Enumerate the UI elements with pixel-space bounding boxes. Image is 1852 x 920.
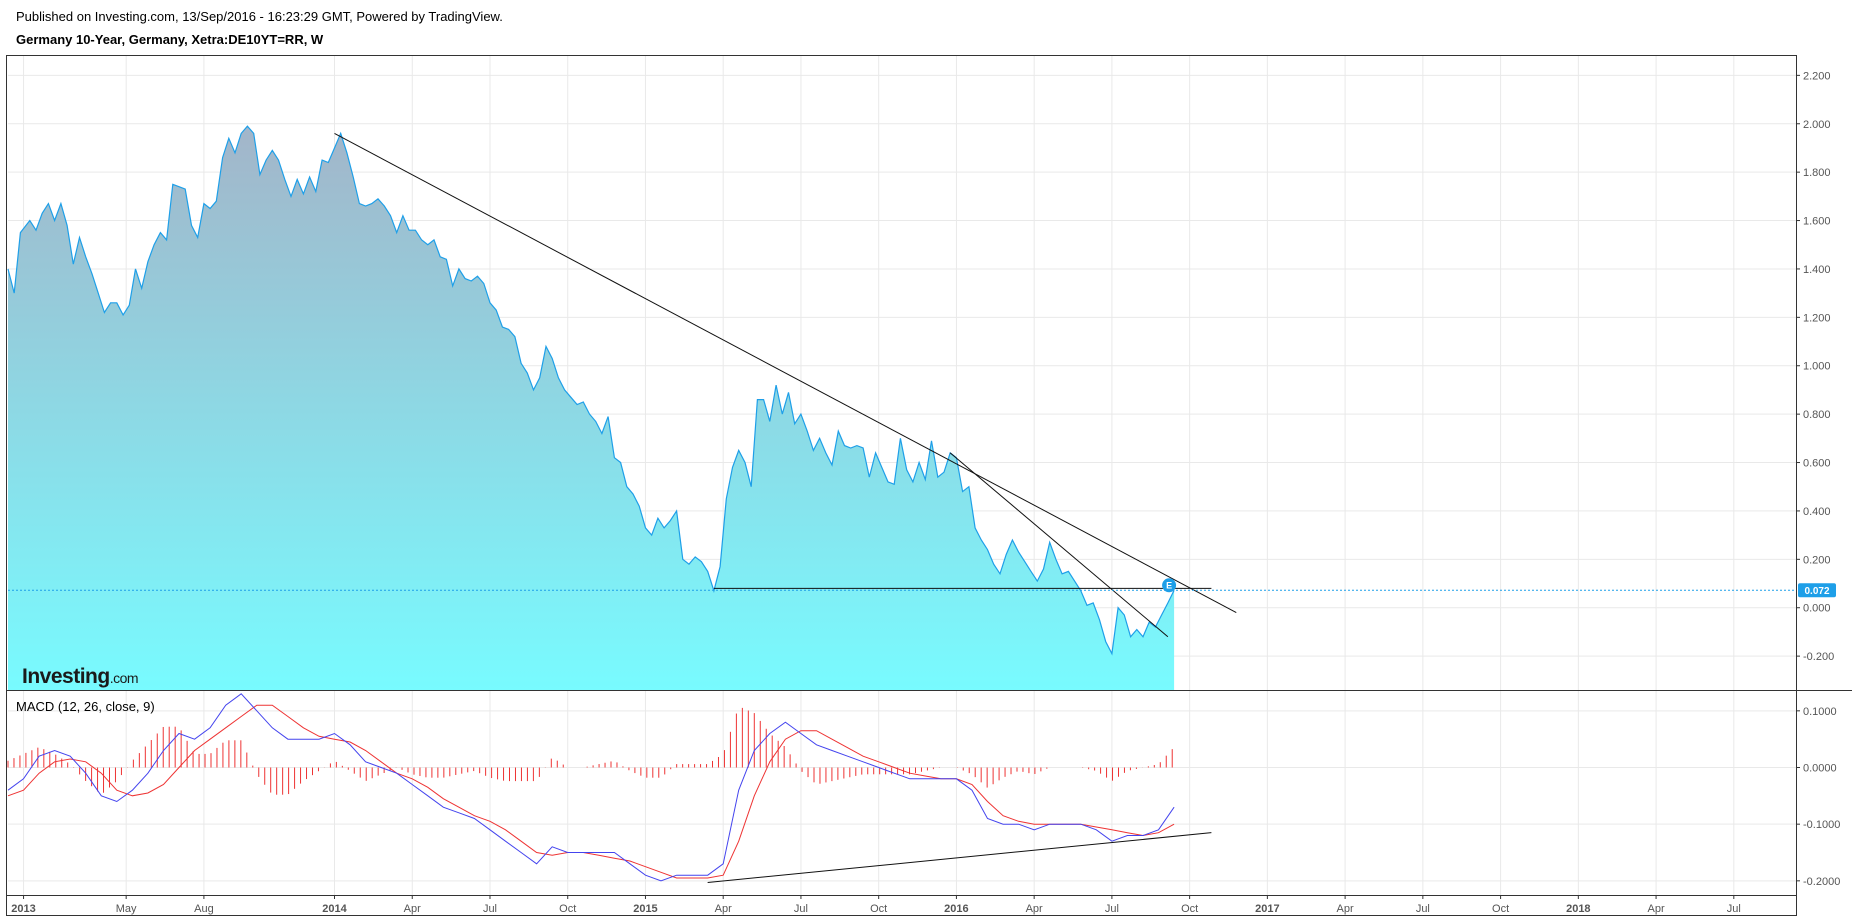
- macd-line: [7, 693, 1175, 882]
- price-trendline[interactable]: [334, 132, 1237, 614]
- price-y-tick: 2.000: [1803, 119, 1831, 131]
- price-y-tick: 0.400: [1803, 506, 1831, 518]
- macd-y-tick: -0.1000: [1803, 819, 1840, 831]
- x-tick: Apr: [404, 903, 421, 915]
- price-y-tick: 0.200: [1803, 554, 1831, 566]
- price-y-tick: 1.000: [1803, 361, 1831, 373]
- x-tick: Oct: [1181, 903, 1198, 915]
- last-price-badge: 0.072: [1798, 583, 1836, 598]
- macd-y-tick: -0.2000: [1803, 876, 1840, 888]
- x-tick: 2017: [1255, 903, 1279, 915]
- macd-grid: [8, 691, 1796, 895]
- price-y-tick: 2.200: [1803, 70, 1831, 82]
- earnings-marker[interactable]: E: [1162, 578, 1177, 593]
- logo-main: Investing: [22, 665, 110, 688]
- macd-trendline-line[interactable]: [707, 832, 1212, 884]
- time-axis[interactable]: 2013 May Aug 2014 Apr Jul Oct 2015 Apr Jul Oct 2016…: [11, 895, 1741, 915]
- x-tick: 2015: [633, 903, 657, 915]
- price-y-tick: 1.800: [1803, 167, 1831, 179]
- svg-text:Investing.com: Investing.com: [22, 665, 138, 688]
- x-tick: Apr: [1337, 903, 1354, 915]
- x-tick: Jul: [1416, 903, 1430, 915]
- publish-info: Published on Investing.com, 13/Sep/2016 …: [16, 9, 503, 24]
- price-y-tick: 1.600: [1803, 216, 1831, 228]
- x-tick: Jul: [1727, 903, 1741, 915]
- investing-logo: Investing.com: [22, 665, 139, 688]
- price-y-tick: 1.200: [1803, 312, 1831, 324]
- signal-line: [7, 704, 1175, 879]
- price-y-tick: -0.200: [1803, 651, 1834, 663]
- x-tick: Oct: [559, 903, 576, 915]
- macd-trendline[interactable]: [707, 832, 1212, 884]
- price-y-axis[interactable]: 2.200 2.000 1.800 1.600 1.400 1.200 1.000 0.800…: [1796, 70, 1834, 663]
- x-tick: Oct: [1492, 903, 1509, 915]
- x-tick: May: [116, 903, 137, 915]
- x-tick: 2013: [11, 903, 35, 915]
- macd-y-tick: 0.1000: [1803, 706, 1837, 718]
- price-trendline[interactable]: [949, 452, 1169, 638]
- macd-title: MACD (12, 26, close, 9): [16, 699, 155, 714]
- price-trendlines[interactable]: [334, 132, 1237, 638]
- last-price-value: 0.072: [1804, 586, 1829, 597]
- x-tick: Oct: [870, 903, 887, 915]
- x-tick: 2016: [944, 903, 968, 915]
- earnings-marker-letter: E: [1166, 580, 1172, 590]
- price-y-tick: 0.600: [1803, 458, 1831, 470]
- x-tick: Aug: [194, 903, 214, 915]
- x-tick: 2014: [322, 903, 347, 915]
- price-area: [8, 126, 1175, 690]
- macd-y-tick: 0.0000: [1803, 763, 1837, 775]
- price-y-tick: 0.800: [1803, 409, 1831, 421]
- macd-histogram: [7, 707, 1173, 795]
- price-y-tick: 0.000: [1803, 603, 1831, 615]
- x-tick: Jul: [794, 903, 808, 915]
- price-line: [7, 125, 1175, 656]
- x-tick: 2018: [1566, 903, 1590, 915]
- x-tick: Apr: [715, 903, 732, 915]
- logo-suffix: .com: [110, 670, 138, 686]
- x-tick: Apr: [1648, 903, 1665, 915]
- x-tick: Jul: [483, 903, 497, 915]
- x-tick: Jul: [1105, 903, 1119, 915]
- macd-y-axis[interactable]: 0.1000 0.0000 -0.1000 -0.2000: [1796, 706, 1840, 888]
- x-tick: Apr: [1026, 903, 1043, 915]
- price-y-tick: 1.400: [1803, 264, 1831, 276]
- chart-title: Germany 10-Year, Germany, Xetra:DE10YT=R…: [16, 32, 324, 47]
